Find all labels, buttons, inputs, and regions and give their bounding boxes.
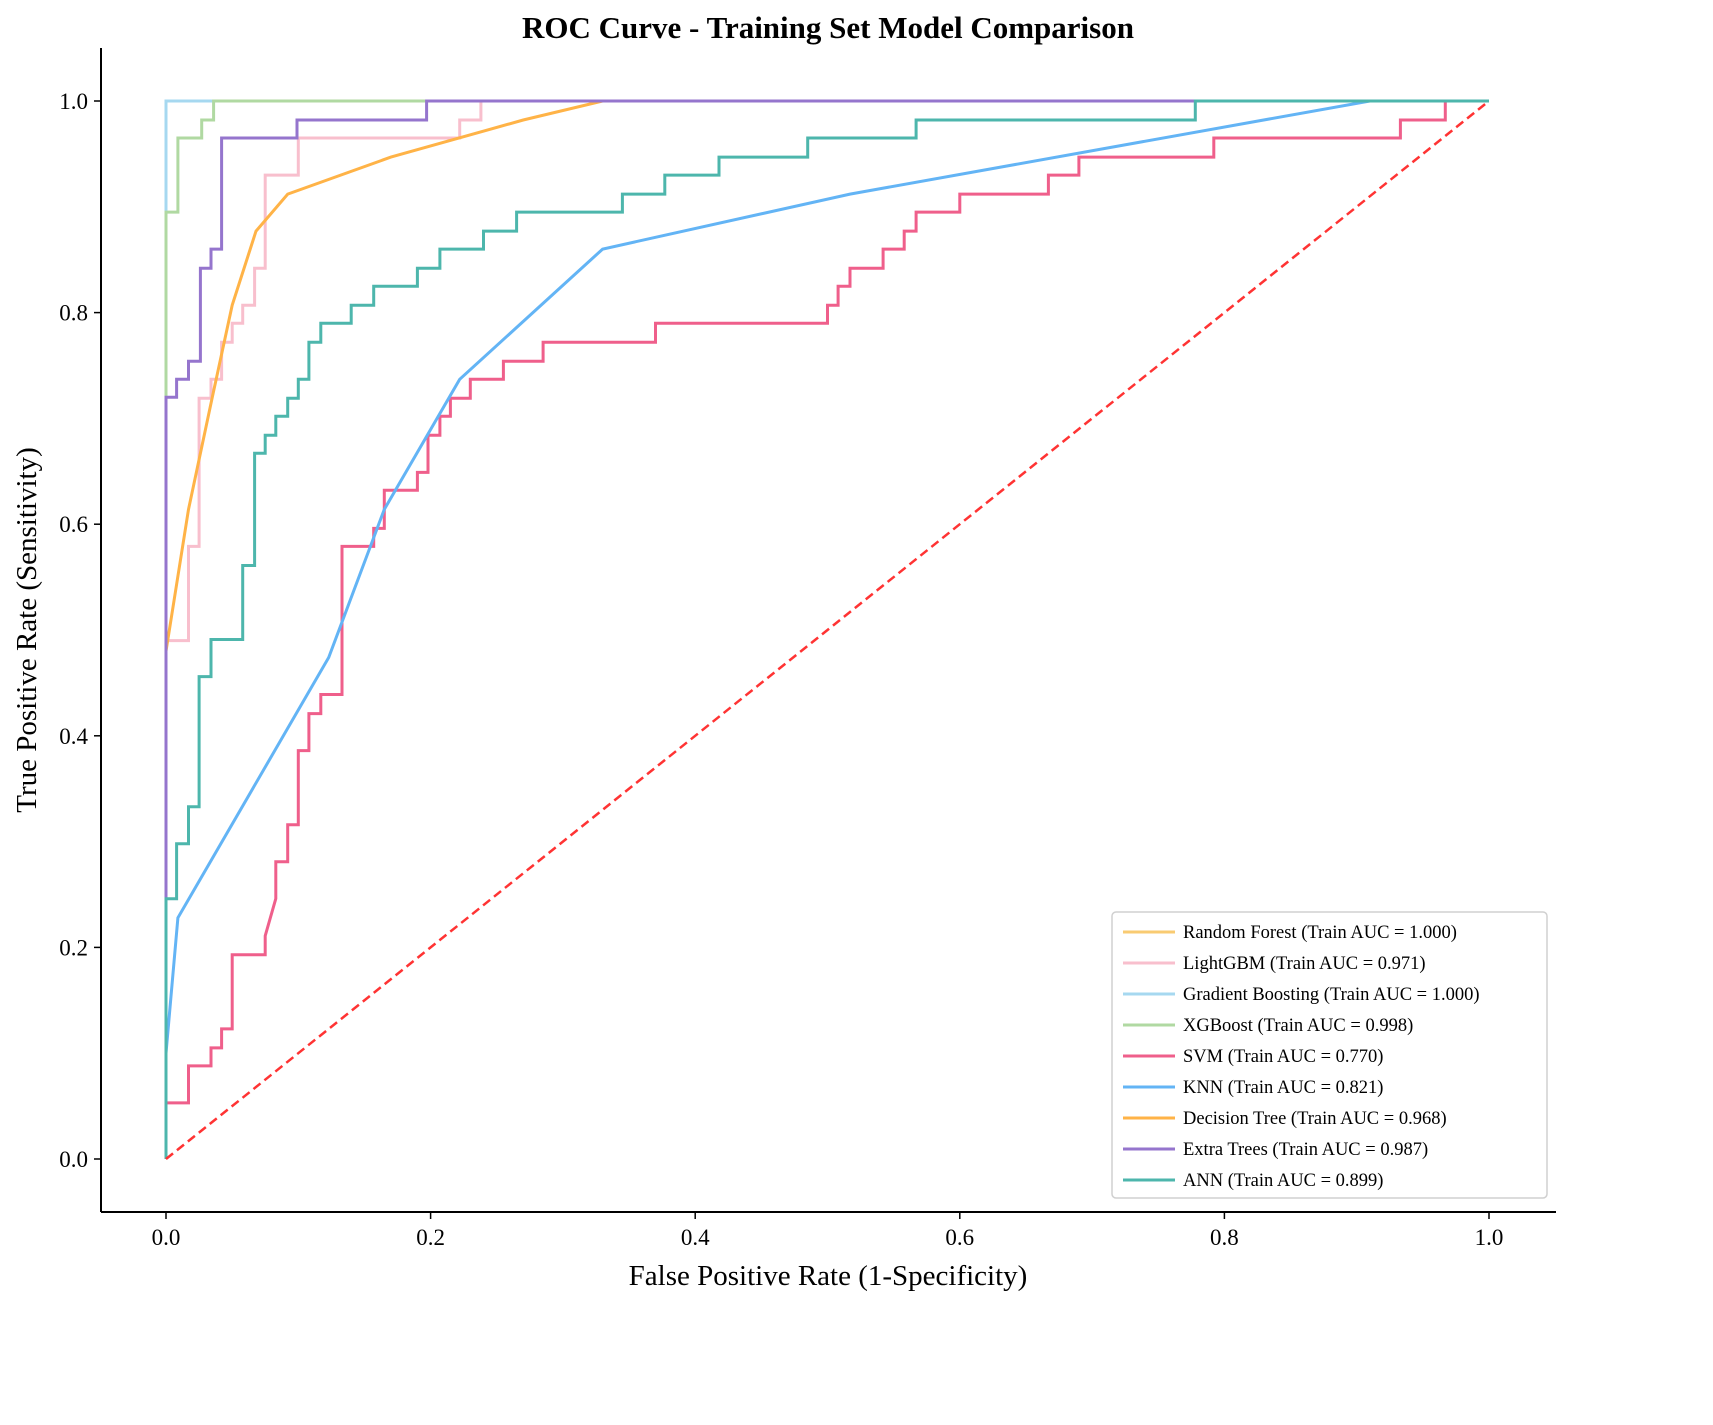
y-tick-label: 0.4 bbox=[59, 724, 88, 749]
series-line-knn bbox=[164, 99, 1489, 1159]
legend-entry: Decision Tree (Train AUC = 0.968) bbox=[1183, 1109, 1447, 1129]
legend-entry: KNN (Train AUC = 0.821) bbox=[1183, 1078, 1383, 1098]
series-line-extra-trees bbox=[164, 99, 1489, 1159]
series-line-ann bbox=[164, 99, 1489, 1159]
y-tick-label: 0.8 bbox=[59, 301, 88, 326]
x-axis-label: False Positive Rate (1-Specificity) bbox=[629, 1260, 1028, 1292]
legend-entry: Extra Trees (Train AUC = 0.987) bbox=[1183, 1140, 1428, 1160]
y-tick-label: 0.2 bbox=[59, 935, 88, 960]
chart-title: ROC Curve - Training Set Model Compariso… bbox=[522, 10, 1134, 45]
legend-entry: XGBoost (Train AUC = 0.998) bbox=[1183, 1016, 1413, 1036]
legend-entry: ANN (Train AUC = 0.899) bbox=[1183, 1171, 1383, 1191]
plot-area bbox=[164, 99, 1490, 1160]
legend-entry: LightGBM (Train AUC = 0.971) bbox=[1183, 954, 1426, 974]
series-line-svm bbox=[164, 99, 1489, 1159]
x-ticks: 0.0 0.2 0.4 0.6 0.8 1.0 bbox=[152, 1212, 1504, 1250]
x-tick-label: 0.8 bbox=[1210, 1225, 1239, 1250]
y-tick-label: 0.6 bbox=[59, 512, 88, 537]
legend-entry: Random Forest (Train AUC = 1.000) bbox=[1183, 923, 1457, 943]
y-ticks: 0.0 0.2 0.4 0.6 0.8 1.0 bbox=[59, 89, 101, 1172]
random-reference-line bbox=[165, 100, 1490, 1160]
series-line-decision-tree bbox=[164, 99, 1489, 1159]
x-tick-label: 1.0 bbox=[1475, 1225, 1504, 1250]
y-tick-label: 0.0 bbox=[59, 1147, 88, 1172]
legend-entry: SVM (Train AUC = 0.770) bbox=[1183, 1047, 1383, 1067]
x-tick-label: 0.4 bbox=[681, 1225, 710, 1250]
y-axis-label: True Positive Rate (Sensitivity) bbox=[11, 447, 43, 812]
y-tick-label: 1.0 bbox=[59, 89, 88, 114]
x-tick-label: 0.6 bbox=[945, 1225, 974, 1250]
x-tick-label: 0.0 bbox=[152, 1225, 181, 1250]
legend-entry: Gradient Boosting (Train AUC = 1.000) bbox=[1183, 985, 1480, 1005]
legend-box bbox=[1111, 911, 1548, 1199]
series-line-xgboost bbox=[164, 99, 1489, 1159]
x-tick-label: 0.2 bbox=[416, 1225, 445, 1250]
legend: Random Forest (Train AUC = 1.000) LightGB… bbox=[1111, 911, 1548, 1199]
